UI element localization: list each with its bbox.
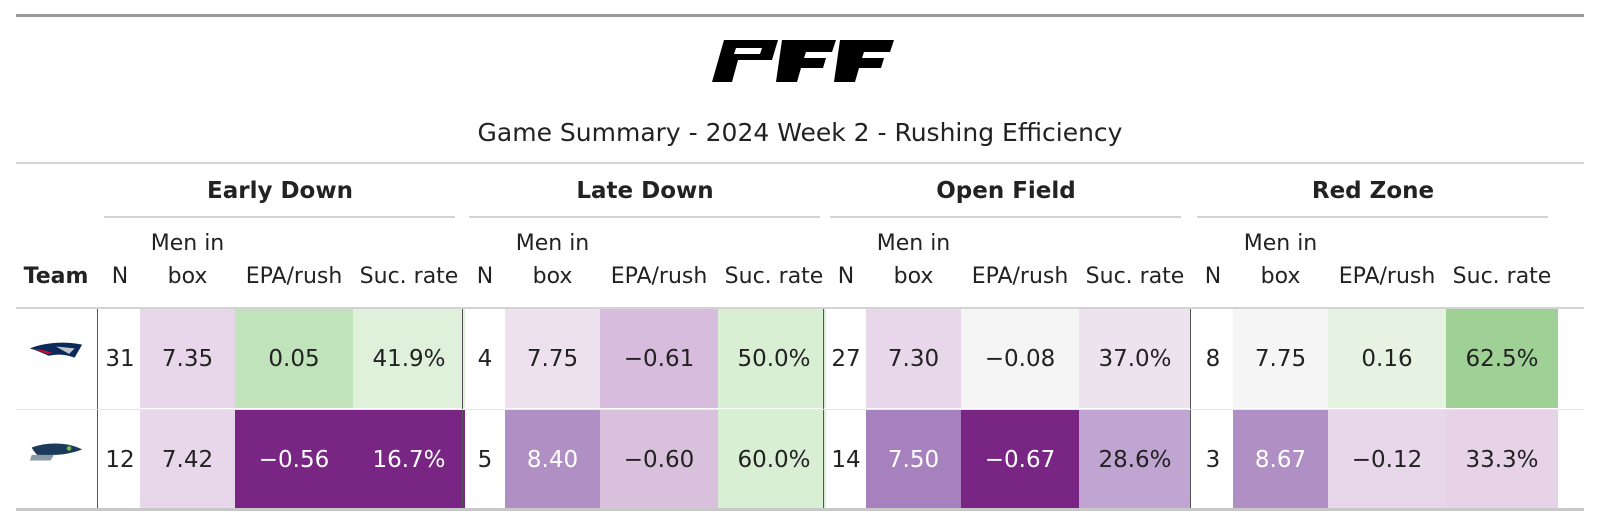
table-cell-suc: 41.9%	[353, 309, 465, 408]
table-cell-men: 7.75	[1233, 309, 1328, 408]
col-header-epa: EPA/rush	[610, 264, 708, 289]
col-header-team: Team	[23, 264, 89, 289]
group-header-early-down: Early Down	[207, 178, 353, 204]
group-header-red-zone: Red Zone	[1311, 178, 1435, 204]
table-cell-n: 12	[100, 410, 140, 509]
table-cell-men: 7.42	[140, 410, 235, 509]
col-header-men-in-box-line1: Men in	[515, 231, 590, 256]
col-header-men-in-box-line1: Men in	[1243, 231, 1318, 256]
col-header-epa: EPA/rush	[245, 264, 343, 289]
table-cell-epa: 0.05	[235, 309, 353, 408]
patriots-logo-icon	[29, 342, 83, 358]
table-cell-n: 8	[1193, 309, 1233, 408]
group-header-rule	[104, 216, 455, 218]
table-cell-suc: 33.3%	[1446, 410, 1558, 509]
col-header-n: N	[837, 264, 855, 289]
col-header-n: N	[1204, 264, 1222, 289]
col-header-men-in-box-line2: box	[167, 264, 208, 289]
group-header-rule	[469, 216, 820, 218]
table-cell-n: 31	[100, 309, 140, 408]
bottom-rule	[16, 508, 1584, 511]
table-cell-suc: 16.7%	[353, 410, 465, 509]
page-title: Game Summary - 2024 Week 2 - Rushing Eff…	[477, 118, 1123, 147]
column-header-rule	[16, 307, 1584, 309]
col-header-men-in-box-line2: box	[1260, 264, 1301, 289]
col-header-suc: Suc. rate	[359, 264, 459, 289]
group-header-rule	[1197, 216, 1548, 218]
table-cell-epa: −0.08	[961, 309, 1079, 408]
table-cell-n: 3	[1193, 410, 1233, 509]
col-header-men-in-box-line2: box	[893, 264, 934, 289]
table-cell-suc: 50.0%	[718, 309, 830, 408]
col-header-suc: Suc. rate	[724, 264, 824, 289]
col-header-men-in-box-line1: Men in	[150, 231, 225, 256]
col-header-n: N	[476, 264, 494, 289]
col-header-epa: EPA/rush	[971, 264, 1069, 289]
table-cell-epa: −0.67	[961, 410, 1079, 509]
col-header-men-in-box-line2: box	[532, 264, 573, 289]
top-rule	[16, 14, 1584, 17]
row-divider	[16, 409, 1584, 410]
table-cell-suc: 37.0%	[1079, 309, 1191, 408]
seahawks-logo-icon	[29, 443, 83, 461]
group-header-rule	[830, 216, 1181, 218]
table-cell-n: 4	[465, 309, 505, 408]
table-cell-epa: −0.12	[1328, 410, 1446, 509]
table-cell-men: 7.30	[866, 309, 961, 408]
table-cell-n: 5	[465, 410, 505, 509]
group-header-late-down: Late Down	[576, 178, 714, 204]
col-header-suc: Suc. rate	[1452, 264, 1552, 289]
table-cell-epa: 0.16	[1328, 309, 1446, 408]
table-cell-suc: 62.5%	[1446, 309, 1558, 408]
table-cell-n: 14	[826, 410, 866, 509]
table-cell-epa: −0.56	[235, 410, 353, 509]
table-cell-suc: 28.6%	[1079, 410, 1191, 509]
table-cell-men: 8.67	[1233, 410, 1328, 509]
table-cell-men: 8.40	[505, 410, 600, 509]
table-cell-n: 27	[826, 309, 866, 408]
table-cell-suc: 60.0%	[718, 410, 830, 509]
table-cell-men: 7.75	[505, 309, 600, 408]
col-header-n: N	[111, 264, 129, 289]
col-header-men-in-box-line1: Men in	[876, 231, 951, 256]
group-header-open-field: Open Field	[936, 178, 1076, 204]
table-cell-men: 7.50	[866, 410, 961, 509]
header-rule	[16, 162, 1584, 164]
table-cell-epa: −0.60	[600, 410, 718, 509]
table-cell-men: 7.35	[140, 309, 235, 408]
pff-logo	[712, 40, 894, 82]
col-header-suc: Suc. rate	[1085, 264, 1185, 289]
col-header-epa: EPA/rush	[1338, 264, 1436, 289]
table-cell-epa: −0.61	[600, 309, 718, 408]
